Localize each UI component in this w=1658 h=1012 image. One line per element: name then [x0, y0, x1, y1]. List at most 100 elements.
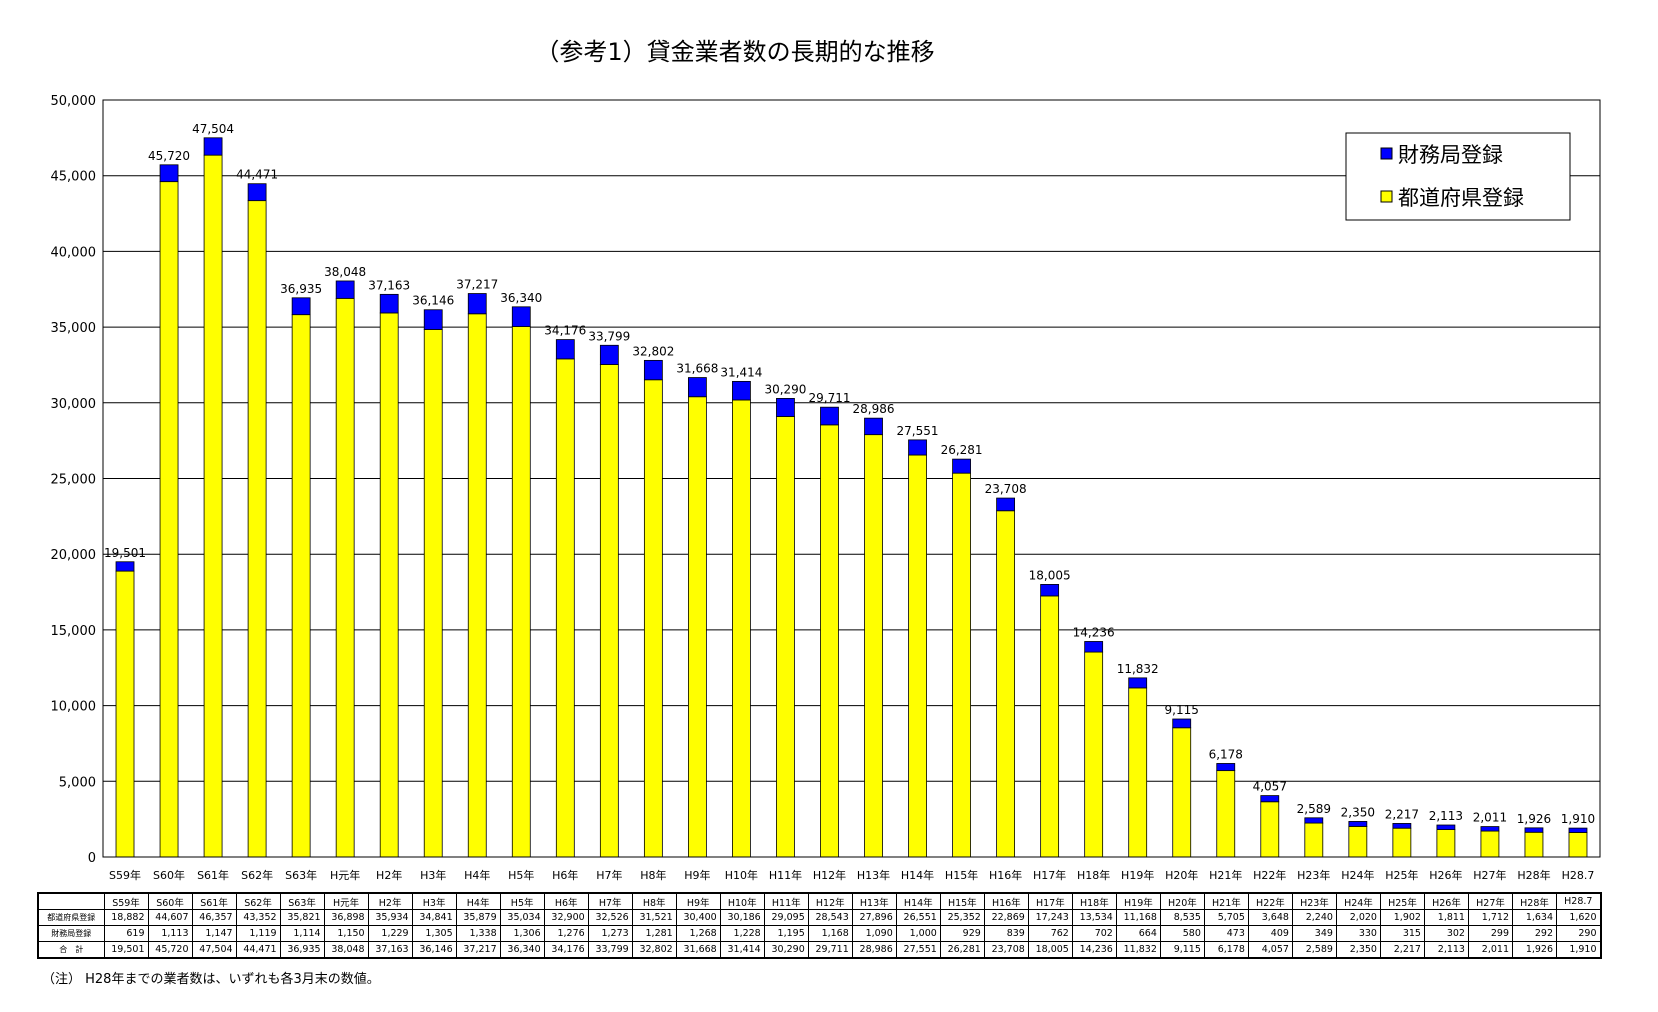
bar-bureau: [291, 297, 311, 316]
table-cell: 1,090: [851, 925, 897, 942]
bar-bureau: [467, 293, 487, 315]
bar-total-label: 2,350: [1341, 805, 1375, 819]
bar-total-label: 2,011: [1473, 811, 1507, 825]
table-cell: 349: [1291, 925, 1337, 942]
table-cell: 29,711: [807, 941, 853, 959]
table-cell: H8年: [631, 892, 677, 910]
bar-prefecture: [687, 396, 707, 858]
y-tick-label: 5,000: [59, 775, 96, 790]
table-cell: 23,708: [983, 941, 1029, 959]
bar-bureau: [1348, 821, 1368, 827]
table-cell: 1,113: [147, 925, 193, 942]
table-cell: H28年: [1511, 892, 1558, 910]
table-cell: 1,195: [763, 925, 809, 942]
legend-label-prefecture: 都道府県登録: [1398, 186, 1524, 210]
x-category-label: H9年: [684, 868, 710, 882]
table-cell: 839: [983, 925, 1029, 942]
bar-prefecture: [1480, 830, 1500, 858]
table-cell: 8,535: [1159, 909, 1205, 926]
table-cell: 36,935: [279, 941, 325, 959]
table-cell: 35,034: [499, 909, 545, 926]
table-cell: 35,821: [279, 909, 325, 926]
table-cell: H19年: [1115, 892, 1161, 910]
bar-total-label: 38,048: [324, 265, 366, 279]
bar-total-label: 1,926: [1517, 812, 1551, 826]
table-cell: 34,841: [411, 909, 457, 926]
bar-prefecture: [1524, 831, 1544, 858]
table-cell: H元年: [323, 892, 369, 910]
table-header-row: S59年 S60年 S61年 S62年 S63年 H元年 H2年 H3年 H4年 H5年 H6年 H7…: [37, 892, 1602, 910]
table-cell: 2,350: [1335, 941, 1381, 959]
bar-bureau: [423, 309, 443, 330]
table-cell: 702: [1071, 925, 1117, 942]
bar-total-label: 31,668: [676, 362, 718, 376]
legend-label-bureau: 財務局登録: [1398, 143, 1503, 167]
table-cell: 33,799: [587, 941, 633, 959]
table-cell: 1,228: [719, 925, 765, 942]
bar-prefecture: [820, 424, 839, 858]
table-cell: 929: [939, 925, 985, 942]
table-cell: H14年: [895, 892, 941, 910]
table-cell: 34,176: [543, 941, 589, 959]
table-cell: 2,011: [1467, 941, 1514, 959]
table-cell: H4年: [455, 892, 501, 910]
bar-total-label: 11,832: [1117, 662, 1159, 676]
y-tick-label: 45,000: [51, 170, 97, 185]
table-cell: 37,163: [367, 941, 413, 959]
table-cell: 22,869: [983, 909, 1029, 926]
table-row-total: 合 計 19,501 45,720 47,504 44,471 36,935 38,048 3…: [37, 941, 1602, 959]
data-table: S59年 S60年 S61年 S62年 S63年 H元年 H2年 H3年 H4年 H5年 H6年 H7…: [37, 892, 1602, 959]
table-cell: H24年: [1335, 892, 1381, 910]
x-category-label: S63年: [285, 868, 317, 882]
x-category-label: S60年: [153, 868, 185, 882]
bar-total-label: 2,589: [1297, 802, 1331, 816]
table-cell: 46,357: [191, 909, 237, 926]
bar-prefecture: [599, 364, 619, 858]
table-cell: H17年: [1027, 892, 1073, 910]
bar-total-label: 34,176: [544, 324, 586, 338]
x-category-label: H3年: [420, 868, 446, 882]
legend: 財務局登録 都道府県登録: [1345, 132, 1571, 221]
table-cell: 2,113: [1423, 941, 1469, 959]
bar-total-label: 32,802: [632, 344, 674, 358]
bar-total-label: 36,146: [412, 294, 454, 308]
table-cell: 30,186: [719, 909, 765, 926]
y-axis-ticks: 0 5,000 10,000 15,000 20,000 25,000 30,000 35,0…: [51, 94, 97, 866]
x-category-label: H24年: [1341, 868, 1374, 882]
table-cell: 31,521: [631, 909, 677, 926]
table-cell: 38,048: [323, 941, 369, 959]
x-category-label: H16年: [989, 868, 1022, 882]
table-cell: 619: [103, 925, 149, 942]
bar-bureau: [1128, 677, 1148, 689]
table-cell: 25,352: [939, 909, 985, 926]
x-category-label: H21年: [1209, 868, 1242, 882]
bar-bureau: [247, 183, 267, 202]
bar-total-label: 26,281: [941, 443, 983, 457]
table-cell: H18年: [1071, 892, 1117, 910]
bar-bureau: [864, 417, 883, 436]
table-row-label: [37, 892, 105, 910]
table-cell: 27,896: [851, 909, 897, 926]
bar-bureau: [776, 398, 795, 417]
table-cell: H12年: [807, 892, 853, 910]
x-category-label: H19年: [1121, 868, 1154, 882]
table-cell: 292: [1511, 925, 1558, 942]
table-cell: S60年: [147, 892, 193, 910]
table-cell: 1,712: [1467, 909, 1514, 926]
table-cell: 36,146: [411, 941, 457, 959]
table-cell: H9年: [675, 892, 721, 910]
table-cell: 11,168: [1115, 909, 1161, 926]
bar-bureau: [511, 306, 531, 327]
bar-prefecture: [1568, 832, 1588, 858]
table-cell: 30,400: [675, 909, 721, 926]
y-tick-label: 40,000: [51, 245, 97, 260]
table-cell: 28,543: [807, 909, 853, 926]
bar-total-label: 47,504: [192, 122, 234, 136]
x-category-label: H26年: [1429, 868, 1462, 882]
bar-prefecture: [1172, 727, 1192, 858]
table-cell: 4,057: [1247, 941, 1293, 959]
table-cell: 36,898: [323, 909, 369, 926]
bar-total-label: 14,236: [1073, 625, 1115, 639]
y-tick-label: 35,000: [51, 321, 97, 336]
